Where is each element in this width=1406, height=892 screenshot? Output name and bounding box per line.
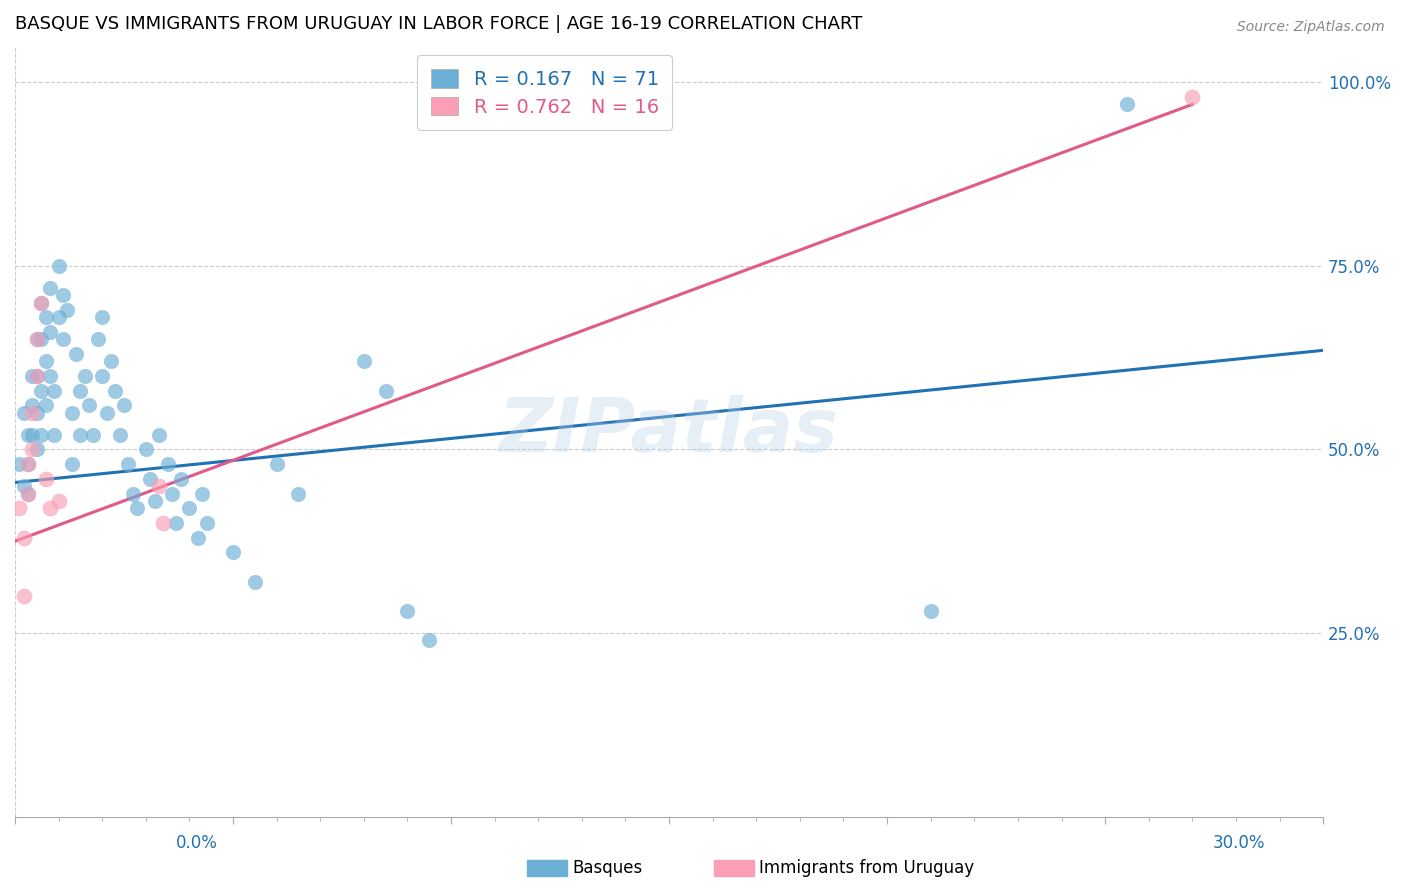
Point bbox=[187, 531, 209, 545]
Point bbox=[69, 427, 91, 442]
Point bbox=[112, 398, 135, 412]
Point bbox=[17, 457, 39, 471]
Point bbox=[21, 369, 44, 384]
Point bbox=[418, 633, 440, 648]
Point bbox=[21, 442, 44, 457]
Text: Immigrants from Uruguay: Immigrants from Uruguay bbox=[759, 859, 974, 877]
Text: 0.0%: 0.0% bbox=[176, 834, 218, 852]
Point bbox=[69, 384, 91, 398]
Point bbox=[353, 354, 375, 368]
Point bbox=[222, 545, 245, 559]
Point bbox=[38, 501, 60, 516]
Point bbox=[148, 427, 170, 442]
Legend: R = 0.167   N = 71, R = 0.762   N = 16: R = 0.167 N = 71, R = 0.762 N = 16 bbox=[418, 55, 672, 130]
Point bbox=[34, 472, 56, 486]
Point bbox=[8, 501, 31, 516]
Point bbox=[25, 332, 48, 346]
Point bbox=[13, 589, 35, 603]
Point bbox=[25, 332, 48, 346]
Point bbox=[17, 427, 39, 442]
Point bbox=[17, 457, 39, 471]
Text: BASQUE VS IMMIGRANTS FROM URUGUAY IN LABOR FORCE | AGE 16-19 CORRELATION CHART: BASQUE VS IMMIGRANTS FROM URUGUAY IN LAB… bbox=[15, 15, 862, 33]
Point bbox=[34, 398, 56, 412]
Point bbox=[25, 369, 48, 384]
Point bbox=[920, 604, 942, 618]
Point bbox=[152, 516, 174, 530]
Point bbox=[374, 384, 396, 398]
Point bbox=[160, 486, 183, 500]
Point bbox=[135, 442, 157, 457]
Text: 30.0%: 30.0% bbox=[1213, 834, 1265, 852]
Point bbox=[48, 493, 70, 508]
Point bbox=[52, 332, 75, 346]
Point bbox=[13, 406, 35, 420]
Point bbox=[38, 325, 60, 339]
Point bbox=[21, 427, 44, 442]
Point bbox=[127, 501, 149, 516]
Point bbox=[117, 457, 139, 471]
Point bbox=[165, 516, 187, 530]
Point bbox=[17, 486, 39, 500]
Point bbox=[243, 574, 266, 589]
Point bbox=[34, 310, 56, 325]
Point bbox=[100, 354, 122, 368]
Point bbox=[179, 501, 201, 516]
Point bbox=[38, 281, 60, 295]
Point bbox=[1181, 90, 1204, 104]
Point bbox=[195, 516, 218, 530]
Point bbox=[1116, 97, 1139, 112]
Point bbox=[60, 406, 83, 420]
Point bbox=[156, 457, 179, 471]
Point bbox=[25, 369, 48, 384]
Point bbox=[30, 332, 52, 346]
Text: ZIPatlas: ZIPatlas bbox=[499, 394, 839, 467]
Point bbox=[30, 295, 52, 310]
Point bbox=[30, 295, 52, 310]
Point bbox=[287, 486, 309, 500]
Point bbox=[87, 332, 110, 346]
Point bbox=[77, 398, 100, 412]
Point bbox=[48, 259, 70, 273]
Point bbox=[21, 406, 44, 420]
Point bbox=[38, 369, 60, 384]
Point bbox=[25, 406, 48, 420]
Text: Source: ZipAtlas.com: Source: ZipAtlas.com bbox=[1237, 20, 1385, 34]
Point bbox=[191, 486, 214, 500]
Point bbox=[396, 604, 419, 618]
Point bbox=[13, 531, 35, 545]
Point bbox=[30, 384, 52, 398]
Point bbox=[143, 493, 166, 508]
Point bbox=[21, 398, 44, 412]
Point bbox=[52, 288, 75, 302]
Text: Basques: Basques bbox=[572, 859, 643, 877]
Point bbox=[60, 457, 83, 471]
Point bbox=[148, 479, 170, 493]
Point bbox=[170, 472, 193, 486]
Point bbox=[96, 406, 118, 420]
Point bbox=[13, 479, 35, 493]
Point bbox=[121, 486, 143, 500]
Point bbox=[65, 347, 87, 361]
Point bbox=[108, 427, 131, 442]
Point bbox=[17, 486, 39, 500]
Point bbox=[73, 369, 96, 384]
Point bbox=[91, 369, 114, 384]
Point bbox=[82, 427, 104, 442]
Point bbox=[30, 427, 52, 442]
Point bbox=[266, 457, 288, 471]
Point bbox=[34, 354, 56, 368]
Point bbox=[44, 427, 66, 442]
Point bbox=[139, 472, 162, 486]
Point bbox=[48, 310, 70, 325]
Point bbox=[44, 384, 66, 398]
Point bbox=[25, 442, 48, 457]
Point bbox=[56, 302, 79, 317]
Point bbox=[104, 384, 127, 398]
Point bbox=[8, 457, 31, 471]
Point bbox=[91, 310, 114, 325]
